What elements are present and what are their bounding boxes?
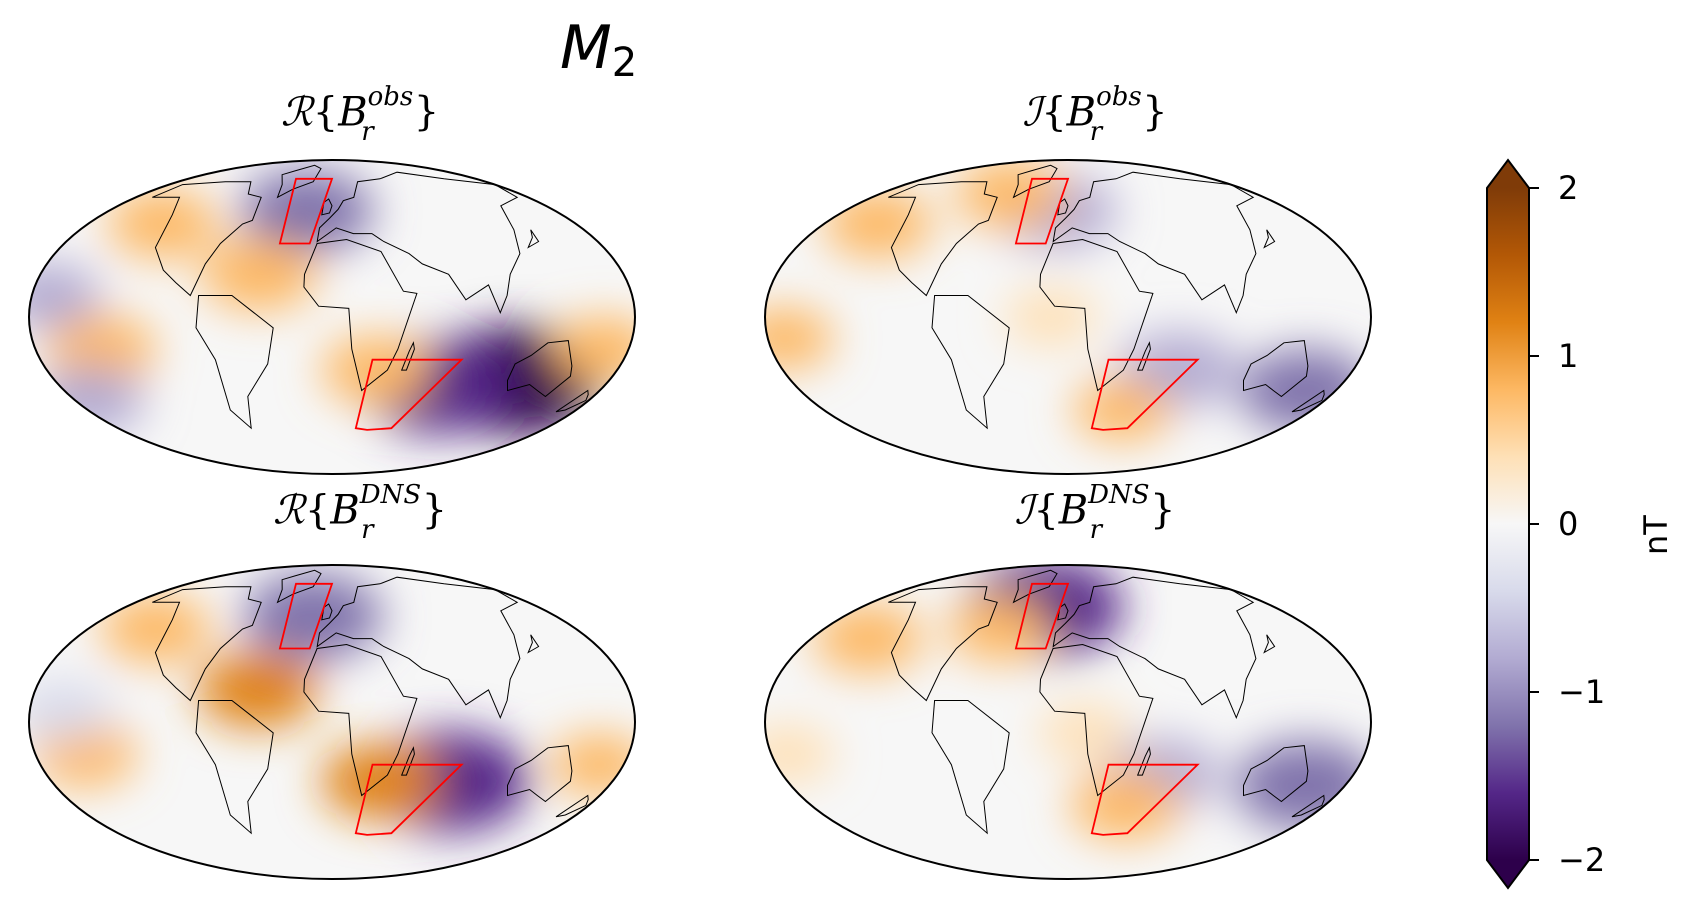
- field-anomaly: [765, 725, 835, 784]
- map-panel-imag-obs: [764, 159, 1372, 475]
- field-anomaly: [813, 604, 924, 674]
- coastline: [527, 229, 540, 249]
- colorbar-extend-max: [1487, 160, 1529, 188]
- colorbar-tick-label: 0: [1558, 505, 1579, 543]
- region-box-indian-ocean: [1090, 358, 1200, 431]
- coastline: [1243, 745, 1309, 803]
- map-border: [764, 564, 1372, 880]
- field-anomaly: [1072, 379, 1172, 441]
- colorbar-tick-label: 2: [1558, 169, 1579, 207]
- coastline: [507, 745, 573, 803]
- map-border: [28, 564, 636, 880]
- field-anomaly: [321, 335, 432, 405]
- field-anomaly: [29, 262, 101, 329]
- field-anomalies: [29, 572, 635, 832]
- coastline: [1291, 389, 1325, 413]
- map-border: [764, 159, 1372, 475]
- region-box-indian-ocean: [354, 763, 464, 836]
- coastline: [152, 586, 262, 702]
- coastline: [931, 295, 1010, 430]
- coastline: [1263, 634, 1276, 654]
- coastline: [555, 389, 589, 413]
- coastline: [1243, 340, 1309, 398]
- coastline: [276, 164, 322, 199]
- coastline: [1136, 746, 1151, 776]
- colorbar-label: nT: [1637, 515, 1675, 555]
- coastline: [316, 171, 521, 315]
- coastline: [931, 700, 1010, 835]
- region-box-north-atlantic: [278, 177, 334, 245]
- map-panel-imag-dns: [764, 564, 1372, 880]
- panel-title-real-obs: ℛ{Bobsr}: [280, 82, 440, 148]
- field-anomaly: [29, 680, 113, 743]
- field-anomaly: [1070, 770, 1181, 840]
- coastline: [1012, 569, 1058, 604]
- field-anomaly: [100, 594, 211, 664]
- map-panel-real-obs: [28, 159, 636, 475]
- field-anomaly: [551, 316, 635, 382]
- field-anomaly: [1234, 740, 1371, 831]
- coastline: [507, 340, 573, 398]
- panel-title-imag-obs: ℐ{Bobsr}: [1022, 82, 1168, 148]
- field-anomaly: [240, 169, 374, 253]
- coastline: [1263, 229, 1276, 249]
- field-anomaly: [1004, 288, 1098, 346]
- coastline: [1052, 576, 1257, 720]
- field-anomaly: [46, 314, 157, 384]
- coastline: [888, 586, 998, 702]
- colorbar-extend-min: [1487, 860, 1529, 888]
- figure-title: M2: [560, 13, 638, 86]
- coastline: [1291, 794, 1325, 818]
- field-anomaly: [948, 596, 1053, 662]
- region-box-indian-ocean: [354, 358, 464, 431]
- field-anomaly: [1038, 703, 1132, 762]
- panel-title-imag-dns: ℐ{BDNSr}: [1014, 480, 1176, 546]
- region-box-indian-ocean: [1090, 763, 1200, 836]
- field-anomaly: [201, 238, 318, 311]
- panel-title-real-dns: ℛ{BDNSr}: [272, 480, 448, 546]
- colorbar: [1486, 158, 1539, 890]
- region-box-north-atlantic: [278, 582, 334, 650]
- region-box-north-atlantic: [1014, 582, 1070, 650]
- field-anomaly: [107, 189, 218, 259]
- colorbar-tick-label: −2: [1558, 841, 1606, 879]
- coastline: [527, 634, 540, 654]
- coastline: [152, 181, 262, 297]
- coastline: [276, 569, 322, 604]
- coastlines: [152, 569, 589, 835]
- coastline: [316, 576, 521, 720]
- coastline: [1136, 341, 1151, 371]
- colorbar-tick-label: −1: [1558, 673, 1606, 711]
- colorbar-gradient: [1487, 188, 1529, 860]
- field-anomaly: [321, 743, 443, 820]
- map-panels: [28, 159, 1372, 880]
- coastline: [195, 700, 274, 835]
- field-anomaly: [1239, 348, 1371, 433]
- coastline: [888, 181, 998, 297]
- coastline: [400, 746, 415, 776]
- field-anomaly: [243, 572, 383, 660]
- coastline: [195, 295, 274, 430]
- coastline: [400, 341, 415, 371]
- region-box-north-atlantic: [1014, 177, 1070, 245]
- coastline: [1052, 171, 1257, 315]
- map-border: [28, 159, 636, 475]
- coastline: [555, 794, 589, 818]
- coastline: [1012, 164, 1058, 199]
- colorbar-tick-label: 1: [1558, 337, 1579, 375]
- coastlines: [888, 569, 1325, 835]
- field-anomaly: [955, 160, 1066, 229]
- map-panel-real-dns: [28, 564, 636, 880]
- field-anomaly: [197, 651, 319, 728]
- field-anomaly: [823, 189, 934, 259]
- field-anomaly: [765, 307, 834, 370]
